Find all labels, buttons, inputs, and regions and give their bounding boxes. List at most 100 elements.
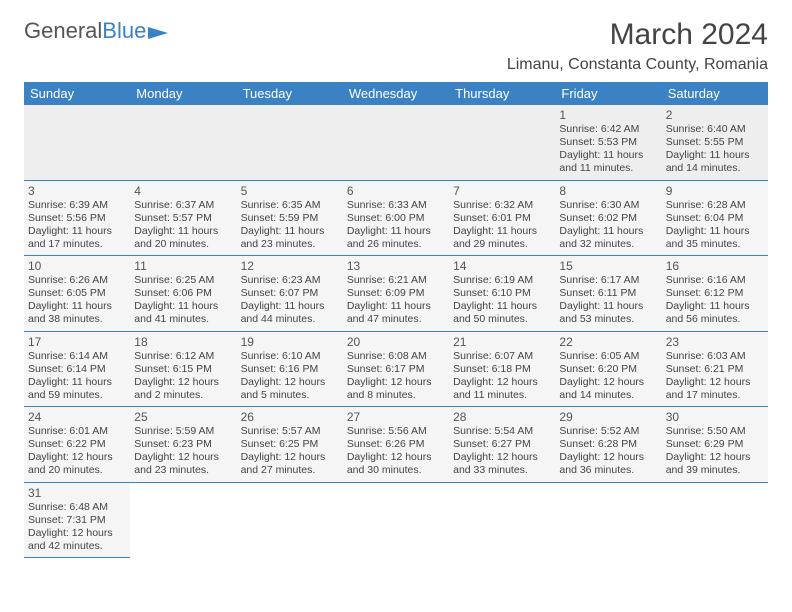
day-info-line: Daylight: 11 hours [28,300,126,313]
day-info-line: Sunrise: 6:35 AM [241,199,339,212]
day-info-line: Sunset: 6:00 PM [347,212,445,225]
day-info-line: Daylight: 11 hours [241,300,339,313]
day-info-line: Sunset: 6:07 PM [241,287,339,300]
day-number: 27 [347,410,445,424]
day-info-line: Sunset: 6:28 PM [559,438,657,451]
day-info-line: Daylight: 11 hours [134,225,232,238]
day-info-line: and 59 minutes. [28,389,126,402]
day-info-line: Sunrise: 6:16 AM [666,274,764,287]
day-info-line: Daylight: 12 hours [241,376,339,389]
day-info-line: Sunrise: 5:54 AM [453,425,551,438]
calendar-cell [449,105,555,180]
day-info-line: Sunset: 6:26 PM [347,438,445,451]
day-number: 17 [28,335,126,349]
weekday-header: Saturday [662,82,768,105]
day-number: 28 [453,410,551,424]
calendar-cell: 5Sunrise: 6:35 AMSunset: 5:59 PMDaylight… [237,180,343,256]
calendar-row: 24Sunrise: 6:01 AMSunset: 6:22 PMDayligh… [24,407,768,483]
day-info-line: Sunset: 6:05 PM [28,287,126,300]
calendar-row: 3Sunrise: 6:39 AMSunset: 5:56 PMDaylight… [24,180,768,256]
day-info-line: and 17 minutes. [28,238,126,251]
day-info-line: Sunset: 5:56 PM [28,212,126,225]
day-info-line: Sunrise: 5:59 AM [134,425,232,438]
day-info-line: Sunrise: 6:26 AM [28,274,126,287]
day-info-line: Sunrise: 6:05 AM [559,350,657,363]
day-info-line: Daylight: 12 hours [666,451,764,464]
day-info-line: Daylight: 11 hours [241,225,339,238]
calendar-cell: 13Sunrise: 6:21 AMSunset: 6:09 PMDayligh… [343,256,449,332]
day-info-line: Daylight: 11 hours [134,300,232,313]
day-number: 1 [559,108,657,122]
day-info-line: and 5 minutes. [241,389,339,402]
weekday-header-row: Sunday Monday Tuesday Wednesday Thursday… [24,82,768,105]
day-info-line: Sunrise: 6:48 AM [28,501,126,514]
day-info-line: Daylight: 12 hours [453,376,551,389]
day-info-line: Sunset: 5:55 PM [666,136,764,149]
day-info-line: and 14 minutes. [559,389,657,402]
day-info-line: Sunrise: 6:03 AM [666,350,764,363]
calendar-cell: 27Sunrise: 5:56 AMSunset: 6:26 PMDayligh… [343,407,449,483]
day-info-line: Sunset: 6:16 PM [241,363,339,376]
day-info-line: Sunset: 6:06 PM [134,287,232,300]
day-number: 19 [241,335,339,349]
day-info-line: Sunset: 6:22 PM [28,438,126,451]
day-info-line: Sunrise: 6:23 AM [241,274,339,287]
calendar-cell [343,482,449,558]
day-info-line: Daylight: 11 hours [28,225,126,238]
day-info-line: Daylight: 11 hours [453,225,551,238]
day-info-line: Sunrise: 6:07 AM [453,350,551,363]
day-info-line: and 30 minutes. [347,464,445,477]
day-info-line: and 26 minutes. [347,238,445,251]
day-info-line: and 36 minutes. [559,464,657,477]
calendar-cell [237,105,343,180]
day-number: 8 [559,184,657,198]
day-info-line: Daylight: 11 hours [347,225,445,238]
day-info-line: Sunrise: 6:37 AM [134,199,232,212]
day-info-line: Daylight: 11 hours [666,149,764,162]
day-info-line: Daylight: 12 hours [666,376,764,389]
calendar-cell: 26Sunrise: 5:57 AMSunset: 6:25 PMDayligh… [237,407,343,483]
day-info-line: and 47 minutes. [347,313,445,326]
day-info-line: Sunrise: 6:17 AM [559,274,657,287]
day-number: 31 [28,486,126,500]
day-info-line: Sunrise: 5:57 AM [241,425,339,438]
month-title: March 2024 [507,18,768,52]
day-info-line: Daylight: 12 hours [559,451,657,464]
day-info-line: Daylight: 12 hours [347,451,445,464]
day-info-line: and 38 minutes. [28,313,126,326]
day-info-line: Daylight: 11 hours [559,300,657,313]
day-info-line: Sunset: 6:10 PM [453,287,551,300]
weekday-header: Tuesday [237,82,343,105]
day-info-line: Sunset: 6:21 PM [666,363,764,376]
day-number: 24 [28,410,126,424]
weekday-header: Thursday [449,82,555,105]
day-number: 20 [347,335,445,349]
weekday-header: Friday [555,82,661,105]
day-info-line: Daylight: 12 hours [28,527,126,540]
day-info-line: Sunset: 6:11 PM [559,287,657,300]
calendar-cell [24,105,130,180]
day-info-line: Daylight: 11 hours [666,300,764,313]
calendar-cell: 28Sunrise: 5:54 AMSunset: 6:27 PMDayligh… [449,407,555,483]
day-number: 3 [28,184,126,198]
day-info-line: Sunrise: 6:14 AM [28,350,126,363]
day-info-line: Sunset: 6:18 PM [453,363,551,376]
day-info-line: and 42 minutes. [28,540,126,553]
day-info-line: and 17 minutes. [666,389,764,402]
day-info-line: Daylight: 11 hours [453,300,551,313]
day-info-line: Sunrise: 6:39 AM [28,199,126,212]
calendar-cell: 24Sunrise: 6:01 AMSunset: 6:22 PMDayligh… [24,407,130,483]
calendar-cell [237,482,343,558]
calendar-cell: 3Sunrise: 6:39 AMSunset: 5:56 PMDaylight… [24,180,130,256]
day-info-line: Sunrise: 6:33 AM [347,199,445,212]
calendar-row: 31Sunrise: 6:48 AMSunset: 7:31 PMDayligh… [24,482,768,558]
day-info-line: and 53 minutes. [559,313,657,326]
day-info-line: Daylight: 12 hours [453,451,551,464]
calendar-cell: 17Sunrise: 6:14 AMSunset: 6:14 PMDayligh… [24,331,130,407]
day-number: 29 [559,410,657,424]
calendar-cell [449,482,555,558]
day-number: 2 [666,108,764,122]
day-info-line: Sunrise: 6:30 AM [559,199,657,212]
calendar-cell: 15Sunrise: 6:17 AMSunset: 6:11 PMDayligh… [555,256,661,332]
calendar-cell: 21Sunrise: 6:07 AMSunset: 6:18 PMDayligh… [449,331,555,407]
